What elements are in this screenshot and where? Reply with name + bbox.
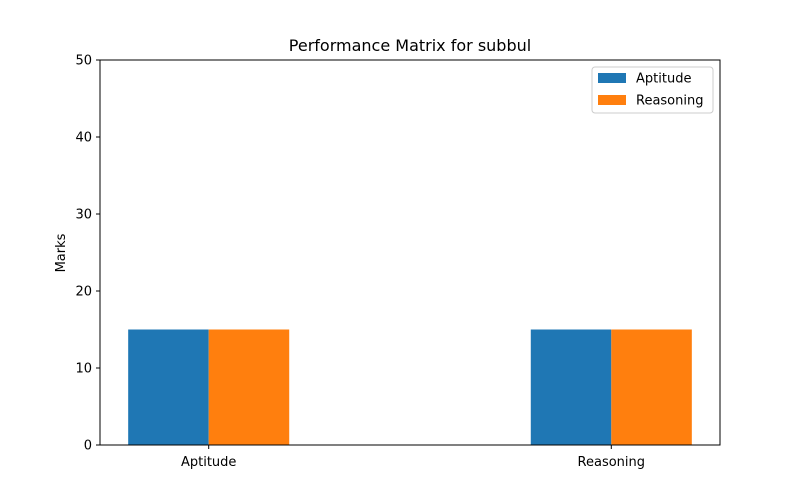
x-tick-label: Aptitude [181, 455, 236, 470]
y-tick-label: 50 [75, 54, 92, 69]
axes-layer: 0 10 20 30 40 50 Aptitude Reasoning [75, 54, 721, 470]
bars-layer [128, 329, 692, 445]
bar-aptitude-reasoning [530, 329, 612, 445]
legend: Aptitude Reasoning [591, 66, 714, 114]
plot-frame [99, 59, 721, 446]
y-tick-label: 10 [75, 362, 92, 377]
bar-aptitude-aptitude [128, 329, 209, 445]
chart-title: Performance Matrix for subbul [289, 36, 531, 55]
legend-label-reasoning: Reasoning [636, 94, 703, 109]
y-axis-label: Marks [54, 233, 69, 272]
legend-swatch-reasoning [598, 95, 626, 105]
y-tick-label: 0 [84, 439, 92, 454]
x-tick-label: Reasoning [578, 455, 645, 470]
bar-reasoning-aptitude [208, 329, 290, 445]
y-tick-label: 30 [75, 208, 92, 223]
y-tick-label: 20 [75, 285, 92, 300]
legend-label-aptitude: Aptitude [636, 72, 691, 87]
y-tick-label: 40 [75, 131, 92, 146]
bar-reasoning-reasoning [611, 329, 692, 445]
legend-swatch-aptitude [598, 73, 626, 83]
